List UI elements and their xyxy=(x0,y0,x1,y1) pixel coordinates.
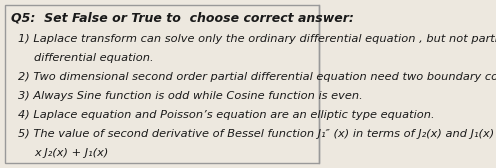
Text: Q5:  Set False or True to  choose correct answer:: Q5: Set False or True to choose correct … xyxy=(11,11,354,24)
Text: 2) Two dimensional second order partial differential equation need two boundary : 2) Two dimensional second order partial … xyxy=(18,72,496,82)
Text: 5) The value of second derivative of Bessel function J₁″ (x) in terms of J₂(x) a: 5) The value of second derivative of Bes… xyxy=(18,129,496,139)
FancyBboxPatch shape xyxy=(4,5,319,163)
Text: differential equation.: differential equation. xyxy=(34,53,154,64)
Text: x J₂(x) + J₁(x): x J₂(x) + J₁(x) xyxy=(34,149,109,158)
Text: 4) Laplace equation and Poisson’s equation are an elliptic type equation.: 4) Laplace equation and Poisson’s equati… xyxy=(18,110,434,120)
Text: 3) Always Sine function is odd while Cosine function is even.: 3) Always Sine function is odd while Cos… xyxy=(18,91,363,101)
Text: 1) Laplace transform can solve only the ordinary differential equation , but not: 1) Laplace transform can solve only the … xyxy=(18,34,496,44)
